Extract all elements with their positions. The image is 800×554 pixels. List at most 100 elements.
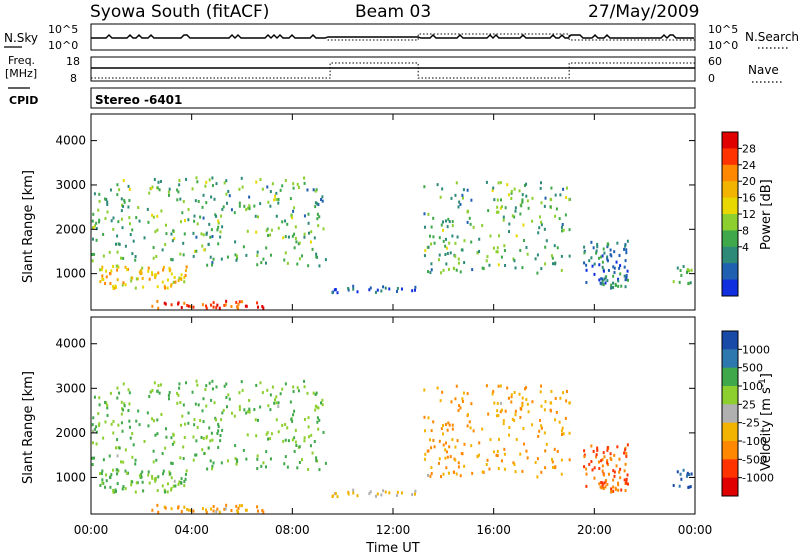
velocity-echo — [500, 408, 503, 412]
power-echo — [226, 255, 229, 259]
velocity-echo — [311, 451, 314, 455]
power-echo — [487, 209, 490, 213]
velocity-echo — [237, 510, 240, 514]
power-echo — [614, 283, 617, 287]
velocity-echo — [202, 420, 205, 424]
power-echo — [607, 268, 610, 272]
velocity-echo — [124, 487, 127, 491]
velocity-echo — [356, 494, 359, 498]
color-swatch — [722, 404, 738, 424]
velocity-echo — [269, 437, 272, 441]
x-tick-label: 04:00 — [174, 523, 209, 537]
power-echo — [240, 176, 243, 180]
velocity-echo — [216, 431, 219, 435]
color-tick-label: -100 — [742, 435, 767, 448]
velocity-echo — [255, 383, 258, 387]
velocity-echo — [444, 423, 447, 427]
velocity-echo — [678, 484, 681, 488]
power-echo — [93, 252, 96, 256]
power-echo — [554, 214, 557, 218]
power-echo — [400, 287, 403, 291]
power-echo — [237, 306, 240, 310]
velocity-echo — [180, 477, 183, 481]
power-echo — [157, 271, 160, 275]
power-echo — [157, 306, 160, 310]
velocity-echo — [210, 431, 213, 435]
power-ylabel: Slant Range [km] — [21, 170, 36, 283]
power-echo — [281, 184, 284, 188]
power-echo — [211, 176, 214, 180]
power-echo — [512, 257, 515, 261]
velocity-echo — [590, 444, 593, 448]
power-echo — [544, 196, 547, 200]
power-echo — [219, 235, 222, 239]
cpid-label: CPID — [9, 94, 38, 107]
velocity-echo — [138, 423, 141, 427]
power-echo — [225, 192, 228, 196]
power-echo — [459, 202, 462, 206]
velocity-echo — [625, 479, 628, 483]
power-echo — [95, 227, 98, 231]
power-echo — [506, 183, 509, 187]
power-echo — [313, 236, 316, 240]
power-echo — [131, 276, 134, 280]
velocity-echo — [690, 472, 693, 476]
x-tick-label: 08:00 — [275, 523, 310, 537]
power-panel: 1000 2000 3000 4000 Slant Range [km] — [21, 113, 696, 311]
velocity-echo — [109, 485, 112, 489]
velocity-echo — [306, 391, 309, 395]
velocity-echo — [156, 503, 159, 507]
power-echo — [497, 210, 500, 214]
power-echo — [91, 219, 94, 223]
velocity-echo — [449, 455, 452, 459]
power-echo — [223, 181, 226, 185]
velocity-echo — [100, 472, 103, 476]
velocity-echo — [618, 470, 621, 474]
velocity-echo — [521, 469, 524, 473]
power-echo — [105, 269, 108, 273]
power-echo — [238, 204, 241, 208]
velocity-echo — [271, 385, 274, 389]
power-echo — [536, 253, 539, 257]
velocity-echo — [455, 472, 458, 476]
velocity-echo — [291, 419, 294, 423]
velocity-echo — [301, 458, 304, 462]
power-echo — [511, 214, 514, 218]
power-echo — [540, 220, 543, 224]
velocity-echo — [334, 491, 337, 495]
velocity-echo — [451, 438, 454, 442]
power-echo — [208, 222, 211, 226]
power-echo — [248, 204, 251, 208]
power-echo — [140, 271, 143, 275]
power-echo — [444, 244, 447, 248]
x-tick-label: 16:00 — [476, 523, 511, 537]
velocity-echo — [240, 504, 243, 508]
power-echo — [293, 246, 296, 250]
velocity-echo — [502, 419, 505, 423]
velocity-echo — [613, 453, 616, 457]
power-echo — [625, 275, 628, 279]
power-echo — [592, 246, 595, 250]
power-echo — [254, 214, 257, 218]
power-echo — [180, 306, 183, 310]
velocity-echo — [606, 446, 609, 450]
power-echo — [503, 244, 506, 248]
power-echo — [131, 252, 134, 256]
power-echo — [245, 304, 248, 308]
power-echo — [514, 209, 517, 213]
color-swatch — [722, 246, 738, 264]
power-echo — [617, 279, 620, 283]
velocity-echo — [470, 402, 473, 406]
velocity-echo — [215, 385, 218, 389]
power-echo — [205, 201, 208, 205]
power-echo — [430, 242, 433, 246]
power-echo — [134, 255, 137, 259]
velocity-echo — [331, 494, 334, 498]
power-echo — [476, 251, 479, 255]
power-echo — [560, 254, 563, 258]
power-echo — [155, 255, 158, 259]
power-echo — [432, 216, 435, 220]
power-color-scale: 28 24 20 16 12 8 4 — [721, 131, 756, 297]
velocity-echo — [544, 449, 547, 453]
velocity-echo — [534, 461, 537, 465]
